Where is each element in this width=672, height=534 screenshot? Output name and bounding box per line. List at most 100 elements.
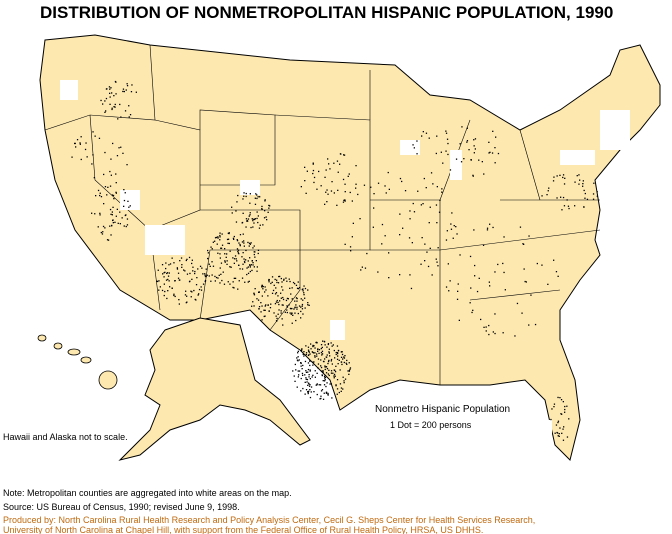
dot [290, 308, 292, 310]
dot [86, 156, 88, 158]
dot [221, 233, 223, 235]
dot [255, 260, 257, 262]
dot [556, 175, 558, 177]
dot [310, 343, 312, 345]
dot [124, 192, 126, 194]
dot [237, 194, 239, 197]
dot [261, 305, 263, 307]
dot [336, 393, 338, 395]
dot [556, 432, 559, 434]
dot [528, 324, 530, 326]
dot [235, 258, 237, 260]
dot [307, 354, 310, 356]
dot [202, 283, 205, 285]
dot [435, 204, 438, 206]
dot [556, 197, 558, 199]
dot [107, 239, 110, 241]
dot [200, 289, 203, 291]
dot [576, 175, 578, 177]
dot [207, 249, 209, 252]
dot [122, 88, 125, 90]
dot [308, 376, 310, 378]
dot [596, 195, 598, 197]
dot [298, 305, 301, 307]
dot [440, 151, 442, 153]
dot [233, 238, 235, 240]
dot [340, 390, 342, 392]
dot [503, 236, 505, 238]
dot [247, 220, 249, 222]
dot [219, 257, 221, 259]
dot [430, 172, 433, 174]
dot [262, 285, 264, 288]
legend-scale: 1 Dot = 200 persons [390, 420, 472, 430]
scale-note: Hawaii and Alaska not to scale. [3, 432, 128, 442]
dot [564, 405, 566, 408]
dot [242, 252, 244, 254]
dot [525, 281, 527, 283]
dot [429, 206, 431, 208]
dot [474, 275, 476, 277]
dot [237, 250, 239, 253]
dot [322, 340, 324, 342]
dot [273, 312, 275, 314]
dot [346, 363, 348, 365]
dot [457, 290, 459, 292]
dot [370, 186, 372, 188]
dot [193, 289, 195, 292]
dot [344, 355, 346, 357]
dot [333, 369, 335, 371]
dot [115, 93, 117, 95]
dot [301, 348, 303, 350]
dot [158, 289, 160, 291]
dot [109, 185, 112, 187]
dot [252, 247, 254, 249]
dot [318, 384, 320, 386]
dot [247, 218, 250, 220]
dot [280, 312, 282, 314]
dot [344, 199, 346, 201]
dot [119, 103, 121, 106]
dot [408, 237, 411, 239]
dot [447, 263, 449, 265]
dot [347, 175, 349, 177]
dot [209, 265, 211, 267]
dot [317, 350, 319, 352]
dot [388, 188, 390, 190]
dot [301, 308, 304, 310]
dot [258, 306, 261, 308]
dot [561, 209, 563, 211]
dot [329, 383, 331, 385]
dot [253, 266, 255, 268]
dot [288, 278, 290, 280]
dot [320, 185, 322, 187]
dot [316, 188, 318, 190]
dot [312, 169, 315, 172]
dot [583, 206, 585, 208]
dot [241, 277, 244, 279]
dot [212, 265, 215, 267]
dot [243, 240, 245, 242]
dot [191, 291, 193, 293]
dot [257, 196, 259, 198]
dot [423, 177, 425, 180]
dot [268, 207, 270, 209]
dot [123, 90, 125, 93]
dot [115, 81, 117, 83]
dot [304, 307, 306, 309]
dot [404, 190, 407, 192]
dot [226, 263, 228, 265]
dot [205, 268, 207, 270]
dot [338, 359, 340, 361]
dot [256, 197, 258, 200]
dot [276, 279, 278, 281]
dot [107, 186, 109, 188]
dot [186, 258, 188, 260]
dot [428, 137, 430, 139]
dot [309, 364, 311, 367]
dot [558, 433, 560, 435]
dot [300, 350, 302, 352]
dot [329, 168, 331, 170]
dot [277, 301, 279, 304]
